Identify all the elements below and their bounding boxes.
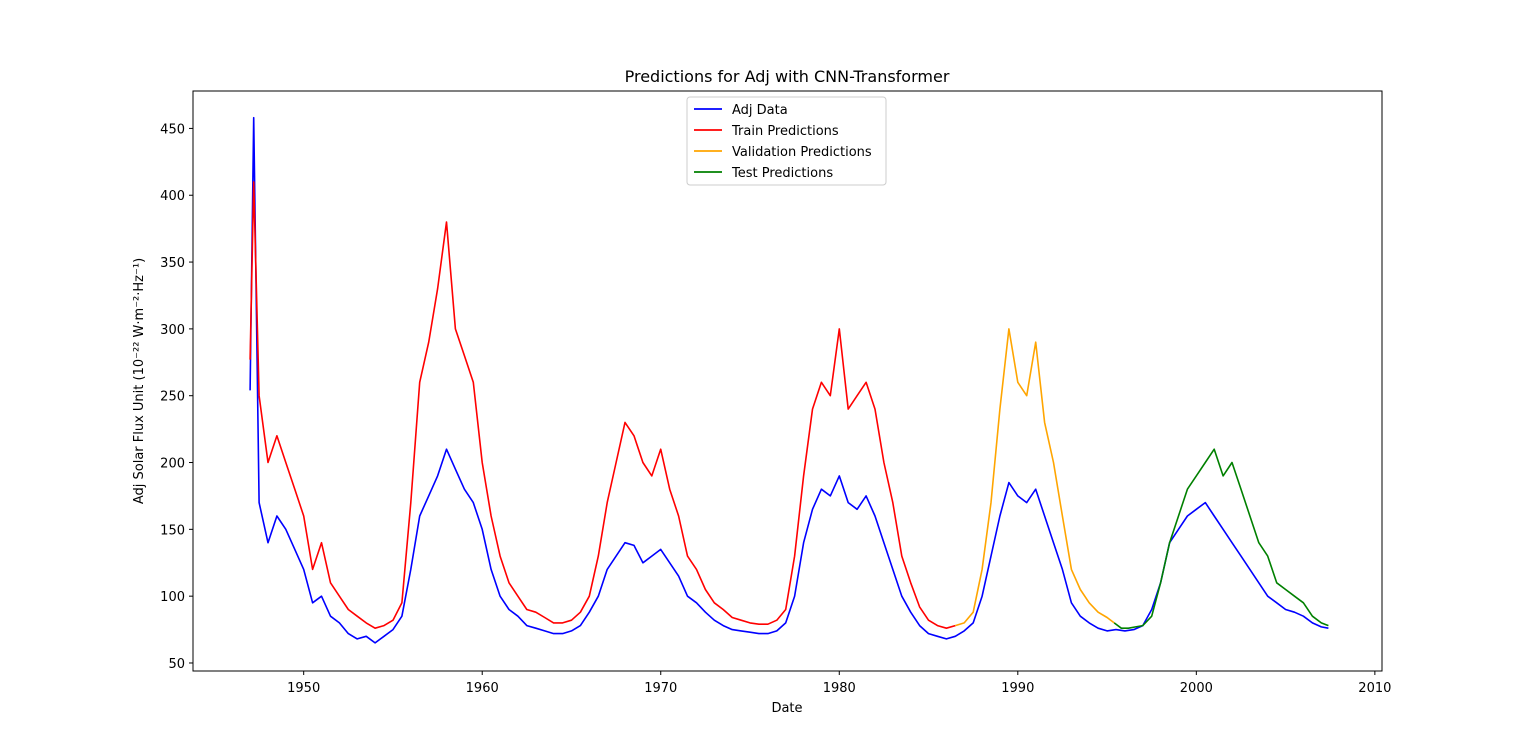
series-line-3 [1113,448,1329,630]
y-tick-label: 100 [160,590,185,605]
chart-title: Predictions for Adj with CNN-Transformer [625,67,950,86]
y-tick-label: 200 [160,457,185,472]
y-tick-label: 250 [160,390,185,405]
x-axis-label: Date [771,701,802,716]
x-tick-label: 1970 [644,681,677,696]
legend-label-2: Validation Predictions [732,145,872,160]
y-tick-label: 400 [160,189,185,204]
x-tick-label: 1990 [1001,681,1034,696]
plot-frame [192,90,1383,672]
series-line-0 [249,116,1329,644]
x-tick-label: 1980 [823,681,856,696]
x-tick-label: 1950 [287,681,320,696]
x-tick-label: 1960 [466,681,499,696]
legend-box [686,96,887,186]
y-tick-label: 50 [168,657,185,672]
x-tick-label: 2000 [1180,681,1213,696]
legend-label-1: Train Predictions [731,124,839,139]
y-axis-label: Adj Solar Flux Unit (10⁻²² W·m⁻²·Hz⁻¹) [132,258,147,504]
series-line-2 [955,328,1115,627]
y-tick-label: 350 [160,256,185,271]
x-tick-label: 2010 [1358,681,1391,696]
x-axis: 1950 1960 1970 1980 1990 2000 2010 [287,671,1391,696]
plot-area [249,116,1329,644]
y-tick-label: 150 [160,523,185,538]
series-line-1 [249,181,956,630]
legend-label-3: Test Predictions [731,166,833,181]
y-tick-label: 450 [160,122,185,137]
legend: Adj Data Train Predictions Validation Pred… [686,96,887,186]
y-axis: 50 100 150 200 250 300 350 400 450 [160,122,193,672]
y-tick-label: 300 [160,323,185,338]
legend-label-0: Adj Data [732,103,788,118]
